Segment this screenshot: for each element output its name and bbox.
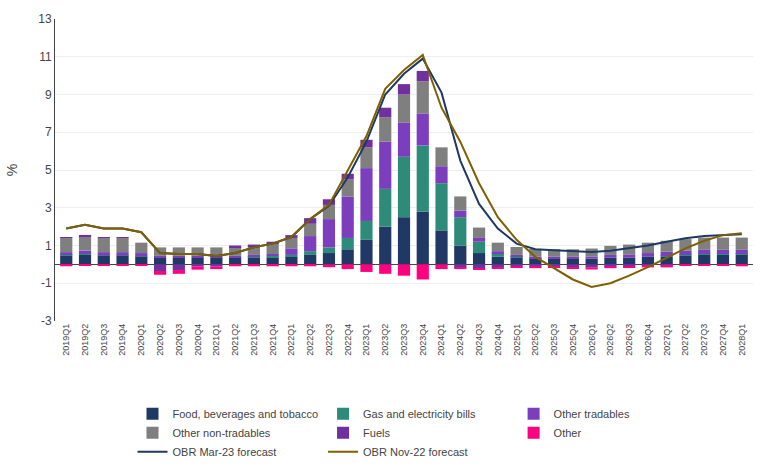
- svg-text:2023Q4: 2023Q4: [418, 324, 428, 356]
- svg-text:2027Q4: 2027Q4: [718, 324, 728, 356]
- svg-text:2019Q2: 2019Q2: [80, 324, 90, 356]
- svg-text:11: 11: [39, 50, 52, 64]
- svg-text:1: 1: [45, 239, 52, 253]
- svg-text:2024Q2: 2024Q2: [455, 324, 465, 356]
- svg-text:2022Q3: 2022Q3: [324, 324, 334, 356]
- svg-text:2022Q4: 2022Q4: [343, 324, 353, 356]
- svg-text:2025Q2: 2025Q2: [530, 324, 540, 356]
- svg-text:5: 5: [45, 163, 52, 177]
- svg-text:2027Q2: 2027Q2: [680, 324, 690, 356]
- svg-text:2020Q1: 2020Q1: [136, 324, 146, 356]
- svg-text:Other: Other: [554, 427, 582, 439]
- svg-text:%: %: [4, 164, 20, 176]
- svg-text:2023Q3: 2023Q3: [399, 324, 409, 356]
- svg-text:2020Q2: 2020Q2: [155, 324, 165, 356]
- svg-text:2021Q1: 2021Q1: [211, 324, 221, 356]
- svg-text:-1: -1: [41, 276, 52, 290]
- svg-text:2026Q4: 2026Q4: [643, 324, 653, 356]
- svg-text:2027Q1: 2027Q1: [662, 324, 672, 356]
- svg-text:2023Q1: 2023Q1: [361, 324, 371, 356]
- svg-text:2025Q3: 2025Q3: [549, 324, 559, 356]
- svg-text:2024Q1: 2024Q1: [436, 324, 446, 356]
- svg-text:Food, beverages and tobacco: Food, beverages and tobacco: [173, 408, 319, 420]
- svg-text:Other non-tradables: Other non-tradables: [173, 427, 271, 439]
- svg-text:2022Q1: 2022Q1: [286, 324, 296, 356]
- svg-text:-3: -3: [41, 314, 52, 328]
- svg-text:2021Q4: 2021Q4: [268, 324, 278, 356]
- svg-text:Other tradables: Other tradables: [554, 408, 630, 420]
- svg-text:2023Q2: 2023Q2: [380, 324, 390, 356]
- svg-text:OBR Mar-23 forecast: OBR Mar-23 forecast: [173, 446, 277, 458]
- svg-text:2019Q1: 2019Q1: [61, 324, 71, 356]
- svg-text:Gas and electricity bills: Gas and electricity bills: [363, 408, 476, 420]
- svg-text:OBR Nov-22 forecast: OBR Nov-22 forecast: [363, 446, 468, 458]
- svg-text:2026Q2: 2026Q2: [605, 324, 615, 356]
- svg-text:2022Q2: 2022Q2: [305, 324, 315, 356]
- svg-text:2020Q3: 2020Q3: [174, 324, 184, 356]
- svg-text:13: 13: [38, 12, 52, 26]
- svg-text:2019Q4: 2019Q4: [117, 324, 127, 356]
- svg-text:2021Q2: 2021Q2: [230, 324, 240, 356]
- svg-text:2026Q1: 2026Q1: [587, 324, 597, 356]
- svg-text:2027Q3: 2027Q3: [699, 324, 709, 356]
- svg-text:3: 3: [45, 201, 52, 215]
- svg-text:2024Q4: 2024Q4: [493, 324, 503, 356]
- svg-text:2026Q3: 2026Q3: [624, 324, 634, 356]
- svg-text:9: 9: [45, 88, 52, 102]
- svg-text:2024Q3: 2024Q3: [474, 324, 484, 356]
- svg-text:2025Q4: 2025Q4: [568, 324, 578, 356]
- svg-text:2021Q3: 2021Q3: [249, 324, 259, 356]
- svg-text:Fuels: Fuels: [363, 427, 390, 439]
- svg-text:7: 7: [45, 125, 52, 139]
- svg-text:2020Q4: 2020Q4: [193, 324, 203, 356]
- svg-text:2019Q3: 2019Q3: [99, 324, 109, 356]
- svg-text:2025Q1: 2025Q1: [512, 324, 522, 356]
- svg-text:2028Q1: 2028Q1: [737, 324, 747, 356]
